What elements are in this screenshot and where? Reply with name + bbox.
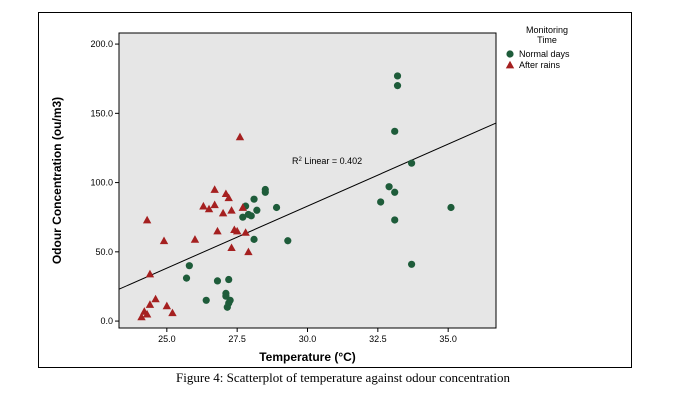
x-tick-label: 25.0 [158,334,176,344]
normal-days-point [239,213,247,221]
r-squared-annotation: R2 Linear = 0.402 [292,156,362,166]
y-axis-label: Odour Concentration (ou/m3) [50,97,64,264]
after-rains-point [241,228,250,236]
after-rains-point [235,132,245,141]
y-tick-label: 200.0 [90,39,113,49]
after-rains-point [137,312,146,321]
x-axis-label: Temperature (°C) [259,350,356,364]
normal-days-point [253,206,261,214]
legend-title-line-2: Time [537,35,557,45]
after-rains-point [213,226,222,235]
after-rains-point [168,308,177,317]
normal-days-point [393,72,402,80]
normal-days-point [182,274,191,282]
normal-days-point [272,203,281,212]
after-rains-point [244,247,253,256]
after-rains-point [159,236,169,245]
after-rains-point [145,300,155,308]
after-rains-point [199,201,208,210]
y-tick-label: 150.0 [90,108,113,118]
normal-days-point [377,198,385,206]
after-rains-point [232,226,242,235]
x-tick-label: 35.0 [439,334,457,344]
plot-area [118,32,497,329]
after-rains-point [227,206,236,214]
normal-days-point [226,296,234,304]
after-rains-point [227,243,236,252]
y-tick-label: 50.0 [95,247,113,257]
x-tick-label: 27.5 [228,334,246,344]
normal-days-point [247,212,255,220]
normal-days-point [213,277,222,285]
y-tick-label: 100.0 [90,178,113,188]
after-rains-point [210,185,219,193]
after-rains-point [190,235,200,243]
legend-normal-days-label: Normal days [519,49,570,59]
normal-days-point [391,127,399,135]
chart-frame: 25.0 27.5 30.0 32.5 35.0 0.0 50.0 100.0 150.0 20… [38,12,632,368]
legend-after-rains-marker [505,60,515,69]
normal-days-point [284,237,292,245]
linear-fit-line [118,122,497,290]
normal-days-point [225,275,233,284]
normal-days-point [202,296,210,304]
y-tick-label: 0.0 [100,316,113,326]
normal-days-point [385,183,393,191]
x-tick-label: 30.0 [299,334,317,344]
normal-days-point [250,195,258,203]
normal-days-point [407,260,416,268]
after-rains-point [204,204,214,213]
legend-normal-days-marker [506,50,514,58]
after-rains-point [142,215,152,224]
legend-title-line-1: Monitoring [526,25,568,35]
normal-days-point [393,82,402,90]
legend-after-rains-label: After rains [519,60,561,70]
normal-days-point [185,262,193,270]
normal-days-point [391,216,399,224]
after-rains-point [142,309,152,318]
after-rains-point [238,203,247,211]
scatter-chart: 25.0 27.5 30.0 32.5 35.0 0.0 50.0 100.0 150.0 20… [50,25,570,364]
normal-days-point [250,235,258,243]
after-rains-point [145,269,155,278]
normal-days-point [407,159,416,167]
after-rains-point [224,193,233,202]
figure-caption: Figure 4: Scatterplot of temperature aga… [176,370,510,385]
normal-days-point [447,203,455,212]
x-tick-label: 32.5 [369,334,387,344]
normal-days-point [261,188,269,196]
after-rains-point [151,294,160,303]
after-rains-point [162,301,172,310]
after-rains-point [210,200,219,209]
after-rains-point [218,208,228,217]
normal-days-point [391,188,399,196]
